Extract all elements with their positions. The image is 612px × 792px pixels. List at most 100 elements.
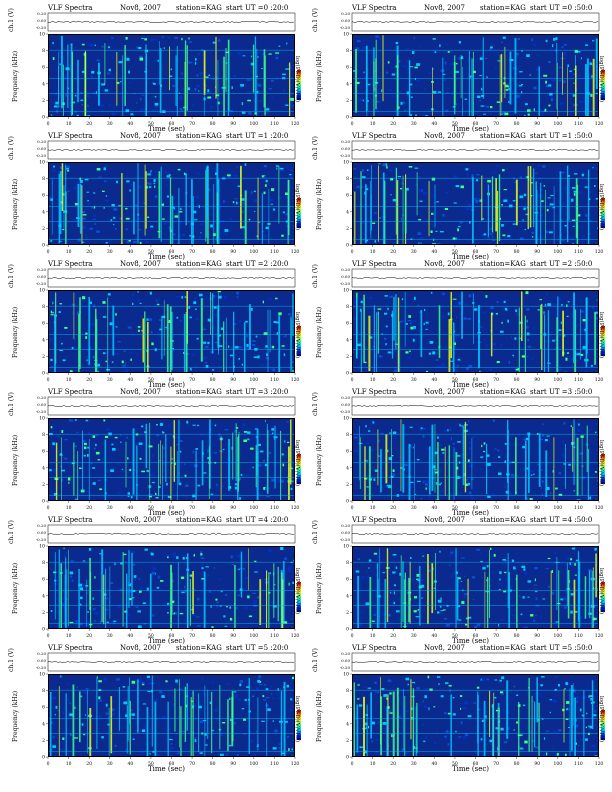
x-tick-label: 20 xyxy=(86,377,92,383)
spectrogram-cell xyxy=(137,291,139,293)
spectrogram-cell xyxy=(592,166,594,169)
spectrogram-cell xyxy=(218,295,222,299)
spectrogram-streak xyxy=(201,440,204,486)
spectrogram-cell xyxy=(501,366,505,368)
spectrogram-cell xyxy=(425,483,428,487)
x-tick-label: 80 xyxy=(514,505,520,511)
spectrogram-cell xyxy=(263,191,266,195)
spectrogram-cell xyxy=(361,186,363,188)
spectrogram-cell xyxy=(501,224,504,227)
spectrogram-cell xyxy=(444,61,447,65)
spectrogram-cell xyxy=(482,708,485,710)
spectrogram-cell xyxy=(114,452,118,455)
spectrogram-cell xyxy=(71,346,74,349)
spectrogram-cell xyxy=(138,681,142,683)
spectrogram-cell xyxy=(224,229,229,232)
spectrogram-cell xyxy=(493,171,495,175)
spectrogram-cell xyxy=(566,557,570,560)
spectrogram-cell xyxy=(430,230,433,233)
spectrogram-cell xyxy=(564,493,566,496)
spectrogram-streak xyxy=(481,175,483,221)
spectrogram-cell xyxy=(527,109,531,113)
spectrogram-streak xyxy=(375,58,377,110)
spectrogram-cell xyxy=(209,701,212,705)
spectrogram-cell xyxy=(128,598,132,601)
spectrogram-cell xyxy=(116,605,121,608)
spectrogram-cell xyxy=(108,564,111,567)
spectrogram-cell xyxy=(246,334,248,338)
spectrogram-cell xyxy=(490,356,494,359)
spectrogram-cell xyxy=(400,102,403,105)
spectrogram-cell xyxy=(375,108,379,111)
spectrogram-cell xyxy=(139,590,142,593)
spectrogram-cell xyxy=(243,718,246,721)
spectrogram-cell xyxy=(174,242,177,244)
spectrogram-cell xyxy=(489,348,493,352)
spectrogram-cell xyxy=(571,219,576,221)
spectrogram-cell xyxy=(533,473,535,475)
spectrogram-cell xyxy=(132,738,135,740)
spectrogram-cell xyxy=(197,625,201,627)
spectrogram-cell xyxy=(106,612,108,615)
spectrogram-cell xyxy=(252,600,257,603)
spectrogram-cell xyxy=(244,347,249,349)
spectrogram-plot xyxy=(352,290,599,373)
spectrogram-cell xyxy=(534,498,538,500)
spectrogram-cell xyxy=(283,188,286,191)
spectrogram-cell xyxy=(551,335,553,338)
spectrogram-cell xyxy=(268,53,272,55)
spectrogram-cell xyxy=(437,611,440,614)
x-tick-label: 110 xyxy=(270,121,279,127)
spectrogram-cell xyxy=(167,612,169,614)
spectrogram-cell xyxy=(237,54,240,56)
x-axis-title: Time (sec) xyxy=(148,509,186,517)
spectrogram-cell xyxy=(481,371,484,372)
y-tick-label: 6 xyxy=(42,321,45,327)
x-tick-label: 110 xyxy=(574,761,583,767)
spectrogram-streak xyxy=(63,64,64,116)
spectrogram-cell xyxy=(155,492,157,495)
spectrogram-streak xyxy=(144,164,146,236)
spectrogram-cell xyxy=(165,584,168,587)
spectrogram-streak xyxy=(290,316,292,372)
y-tick-label: 4 xyxy=(346,337,349,343)
spectrogram-cell xyxy=(523,207,526,211)
spectrogram-cell xyxy=(549,699,553,701)
spectrogram-cell xyxy=(383,694,388,697)
spectrogram-cell xyxy=(280,231,283,235)
spectrogram-cell xyxy=(255,335,258,338)
spectrogram-cell xyxy=(440,231,444,233)
spectrogram-cell xyxy=(255,730,258,733)
spectrogram-cell xyxy=(220,590,223,593)
spectrogram-cell xyxy=(118,212,122,216)
spectrogram-cell xyxy=(82,214,87,216)
spectrogram-cell xyxy=(198,236,201,239)
spectrogram-cell xyxy=(254,428,258,430)
spectrogram-cell xyxy=(377,675,379,679)
spectrogram-cell xyxy=(195,318,199,321)
ch1-frame xyxy=(351,268,600,288)
spectrogram-streak xyxy=(216,192,218,244)
spectrogram-cell xyxy=(422,428,426,430)
spectrogram-cell xyxy=(460,731,463,734)
spectrogram-streak xyxy=(431,563,434,614)
spectrogram-cell xyxy=(529,361,532,364)
y-axis-title: Frequency (kHz) xyxy=(12,690,19,742)
spectrogram-cell xyxy=(411,686,416,689)
spectrogram-cell xyxy=(537,55,540,57)
spectrogram-streak xyxy=(591,680,594,730)
spectrogram-cell xyxy=(291,104,294,108)
spectrogram-cell xyxy=(583,235,585,238)
x-tick-label: 110 xyxy=(270,761,279,767)
spectrogram-panel: VLF Spectra Nov8, 2007 station=KAG start UT… xyxy=(312,644,605,773)
spectrogram-cell xyxy=(500,619,504,621)
spectrogram-cell xyxy=(200,720,203,724)
spectrogram-streak xyxy=(399,321,401,372)
spectrogram-cell xyxy=(594,710,596,713)
spectrogram-cell xyxy=(87,200,89,202)
spectrogram-cell xyxy=(354,708,357,712)
spectrogram-cell xyxy=(51,749,53,751)
spectrogram-cell xyxy=(524,114,526,116)
spectrogram-cell xyxy=(420,427,423,429)
spectrogram-cell xyxy=(411,369,414,372)
